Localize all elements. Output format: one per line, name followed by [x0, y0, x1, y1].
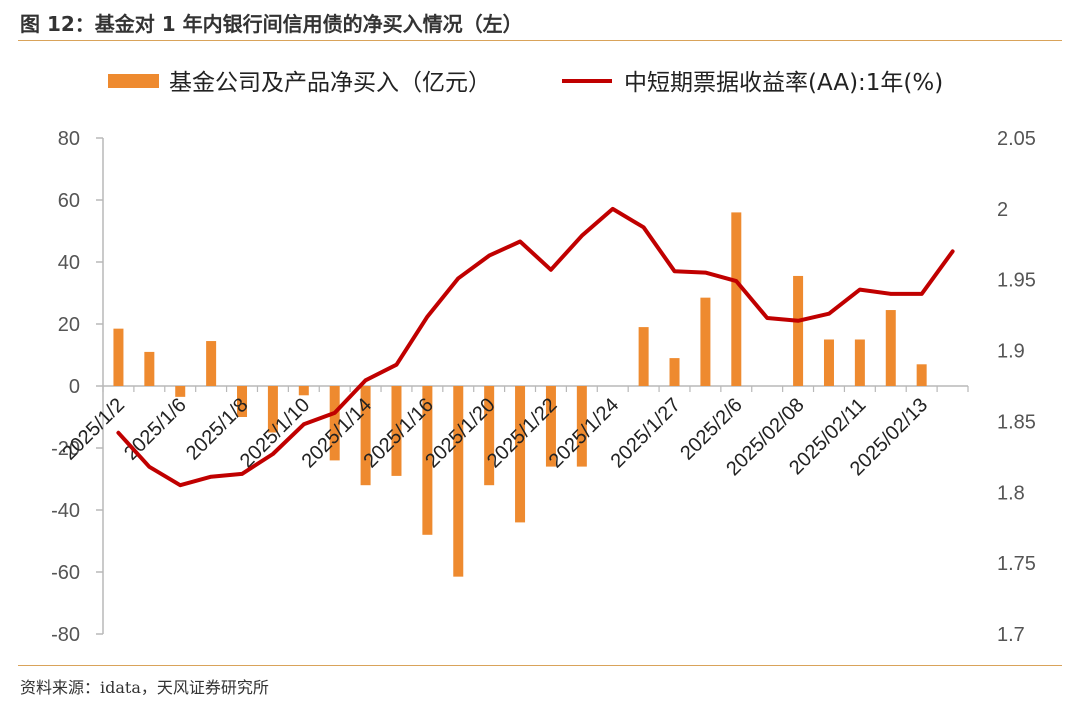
legend-bar-swatch: [108, 74, 159, 88]
right-tick-label: 2: [997, 199, 1008, 221]
left-tick-label: -40: [51, 500, 80, 522]
bar-2025/1/10: [298, 386, 309, 396]
footer-divider: [18, 665, 1062, 666]
bar-2025/02/11: [854, 339, 865, 386]
source-note: 资料来源：idata，天风证券研究所: [20, 678, 269, 697]
left-tick-label: -60: [51, 562, 80, 584]
bar-2025/1/27: [669, 358, 680, 386]
left-tick-label: 60: [58, 190, 80, 212]
bar-2025/1/16: [422, 386, 433, 535]
right-tick-label: 1.8: [997, 482, 1025, 504]
bar-2025/1/8: [237, 386, 248, 417]
bar-2025/02/12: [885, 310, 896, 386]
legend-bar-label: 基金公司及产品净买入（亿元）: [169, 70, 491, 96]
bar-2025/02/13: [916, 364, 927, 386]
left-tick-label: -20: [51, 438, 80, 460]
bar-2025/1/15: [391, 386, 402, 476]
bar-2025/1/2: [113, 328, 124, 386]
x-tick-label: 2025/1/2: [58, 394, 129, 465]
bar-2025/1/20: [484, 386, 495, 486]
bar-2025/1/14: [360, 386, 371, 486]
bar-2025/2/6: [731, 212, 742, 386]
left-tick-label: 20: [58, 314, 80, 336]
bar-2025/1/13: [329, 386, 340, 461]
legend-line-label: 中短期票据收益率(AA):1年(%): [624, 70, 943, 96]
bar-2025/1/23: [576, 386, 587, 467]
right-tick-label: 1.7: [997, 624, 1025, 646]
bar-2025/1/17: [453, 386, 464, 577]
bar-2025/1/21: [515, 386, 526, 523]
bar-2025/1/7: [206, 341, 217, 386]
x-tick-label: 2025/1/6: [120, 394, 191, 465]
bar-2025/02/10: [823, 339, 834, 386]
left-tick-label: 40: [58, 252, 80, 274]
bar-2025/1/22: [545, 386, 556, 467]
bar-2025/02/08: [793, 275, 804, 386]
figure-title: 图 12：基金对 1 年内银行间信用债的净买入情况（左）: [20, 12, 523, 36]
bar-2025/1/9: [267, 386, 278, 433]
bar-2025/1/3: [144, 351, 155, 386]
right-tick-label: 1.85: [997, 411, 1036, 433]
left-tick-label: 0: [69, 376, 80, 398]
combo-chart: 80 60 40 20 0 -20 -40 -60 -80 2.05 2 1.95 1.9 1.85 1.8…: [51, 70, 1036, 646]
right-tick-label: 1.95: [997, 270, 1036, 292]
bar-2025/1/26: [638, 327, 649, 386]
bar-2025/1/28: [700, 297, 711, 386]
left-tick-label: -80: [51, 624, 80, 646]
bar-2025/1/6: [175, 386, 186, 397]
right-tick-label: 1.75: [997, 553, 1036, 575]
yield-line: [116, 206, 955, 488]
left-tick-label: 80: [58, 128, 80, 150]
right-tick-label: 1.9: [997, 341, 1025, 363]
title-divider: [18, 40, 1062, 41]
right-tick-label: 2.05: [997, 128, 1036, 150]
